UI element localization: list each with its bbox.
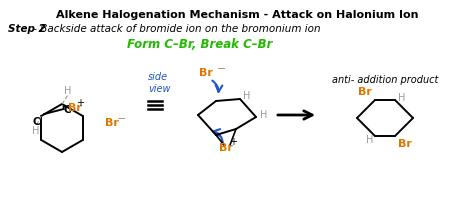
FancyArrowPatch shape (212, 80, 222, 92)
FancyArrowPatch shape (213, 129, 223, 144)
Text: H: H (64, 86, 72, 96)
Text: Alkene Halogenation Mechanism - Attack on Halonium Ion: Alkene Halogenation Mechanism - Attack o… (56, 10, 418, 20)
Text: H: H (365, 135, 373, 145)
Text: Step 2: Step 2 (8, 24, 46, 34)
Text: Br: Br (68, 103, 82, 113)
Text: H: H (32, 126, 39, 136)
Text: C: C (33, 117, 40, 127)
Text: +: + (76, 98, 83, 108)
Text: Br: Br (358, 87, 372, 97)
Text: - Backside attack of bromide ion on the bromonium ion: - Backside attack of bromide ion on the … (30, 24, 320, 34)
Text: anti- addition product: anti- addition product (332, 75, 438, 85)
Text: Br: Br (105, 118, 119, 128)
Text: −: − (117, 114, 127, 124)
Text: Br: Br (398, 139, 412, 149)
Text: Br: Br (219, 143, 233, 153)
Text: Br: Br (199, 68, 213, 78)
Text: +: + (229, 137, 237, 147)
Text: H: H (398, 93, 405, 103)
Text: side
view: side view (148, 72, 171, 94)
Text: H: H (260, 110, 267, 120)
Text: −: − (217, 64, 227, 74)
Text: C: C (63, 105, 71, 115)
Text: Form C–Br, Break C–Br: Form C–Br, Break C–Br (128, 38, 273, 51)
Text: H: H (243, 91, 250, 101)
